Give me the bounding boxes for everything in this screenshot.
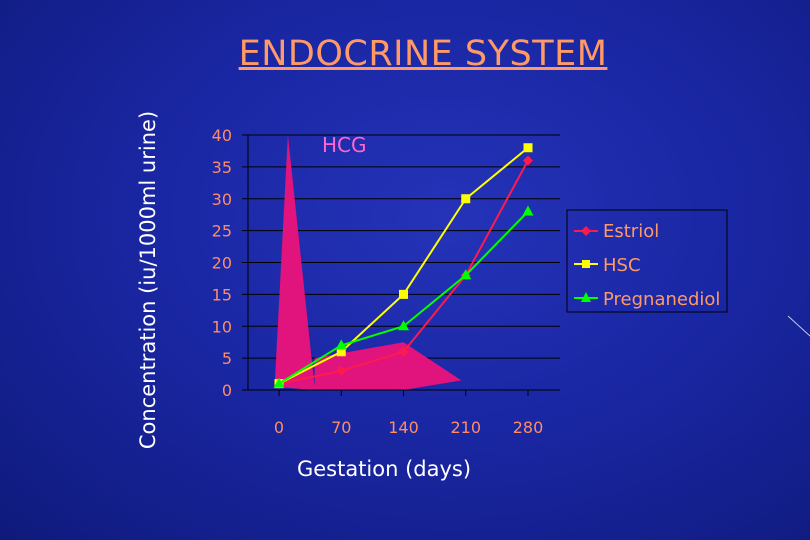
point-estriol-280: [523, 155, 533, 166]
legend: Estriol HSC Pregnanediol: [566, 209, 728, 313]
point-pregnanediol-70: [335, 339, 347, 350]
tick-labels: 0 5 10 15 20 25 30 35 40 0 70 140 210 280: [212, 126, 544, 437]
x-tick-label-140: 140: [388, 418, 419, 437]
point-estriol-140: [398, 346, 409, 357]
x-tick-label-280: 280: [513, 418, 544, 437]
y-tick-label-40: 40: [212, 126, 232, 145]
legend-marker-pregnanediol: [581, 292, 591, 302]
point-pregnanediol-210: [460, 269, 472, 280]
legend-label-hsc: HSC: [603, 255, 641, 276]
corner-decoration: [787, 315, 810, 337]
legend-box: [566, 209, 728, 313]
series-lines: [273, 143, 534, 389]
x-tick-label-210: 210: [450, 418, 481, 437]
hcg-area: [274, 135, 462, 390]
legend-entry-hsc: HSC: [574, 255, 641, 276]
legend-entry-estriol: Estriol: [574, 221, 659, 242]
point-pregnanediol-0: [273, 377, 285, 388]
x-tick-label-70: 70: [331, 418, 351, 437]
point-pregnanediol-280: [522, 205, 534, 216]
x-tick-label-0: 0: [274, 418, 284, 437]
y-tick-label-20: 20: [212, 254, 232, 273]
legend-label-pregnanediol: Pregnanediol: [603, 289, 720, 310]
point-pregnanediol-140: [398, 320, 409, 331]
point-hsc-70: [336, 347, 346, 357]
y-tick-label-10: 10: [212, 317, 232, 336]
y-tick-label-30: 30: [212, 190, 232, 209]
corner-stroke: [787, 315, 810, 337]
y-tick-label-35: 35: [212, 158, 232, 177]
series-estriol: [274, 155, 533, 389]
axes: [242, 134, 560, 396]
series-pregnanediol: [273, 205, 534, 388]
legend-entry-pregnanediol: Pregnanediol: [574, 289, 720, 310]
point-estriol-70: [336, 365, 347, 376]
hcg-shape: [274, 135, 462, 390]
legend-marker-hsc: [582, 260, 590, 268]
y-axis-title: Concentration (iu/1000ml urine): [136, 111, 160, 449]
point-hsc-210: [461, 194, 471, 204]
point-hsc-280: [523, 143, 533, 153]
y-tick-label-15: 15: [212, 285, 232, 304]
hcg-label: HCG: [322, 133, 367, 157]
legend-marker-estriol: [581, 226, 591, 236]
y-tick-label-5: 5: [222, 349, 232, 368]
point-hsc-140: [399, 289, 408, 299]
y-tick-label-25: 25: [212, 222, 232, 241]
x-axis-title: Gestation (days): [297, 457, 471, 481]
y-tick-label-0: 0: [222, 381, 232, 400]
legend-label-estriol: Estriol: [603, 221, 659, 242]
slide-title: ENDOCRINE SYSTEM: [238, 34, 608, 74]
